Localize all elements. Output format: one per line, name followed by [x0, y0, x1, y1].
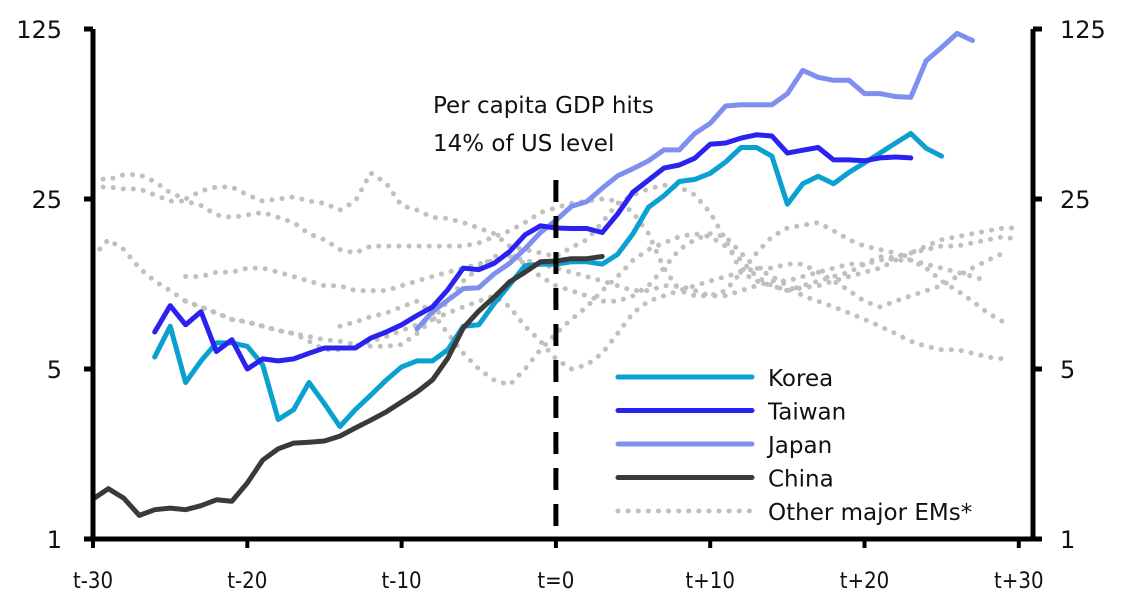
- y-ticks-right: 1 5 25 125: [1033, 16, 1106, 554]
- china-series-line: [90, 254, 605, 518]
- x-tick-label: t-10: [382, 569, 422, 594]
- legend-label-china: China: [768, 467, 834, 493]
- legend-label-other-major-ems: Other major EMs*: [768, 500, 972, 526]
- other-em-series-line-2: [90, 184, 1006, 325]
- y-tick-label-left: 1: [47, 526, 62, 554]
- other-em-series-line-6: [337, 225, 1022, 388]
- legend: Korea Taiwan Japan China Other major EMs*: [615, 366, 972, 526]
- y-tick-label-right: 1: [1060, 526, 1075, 554]
- x-tick-label: t-20: [227, 569, 267, 594]
- legend-label-korea: Korea: [768, 366, 833, 392]
- other-em-series-line-3: [90, 231, 1006, 362]
- y-tick-label-left: 125: [16, 16, 62, 44]
- legend-label-japan: Japan: [766, 433, 832, 459]
- x-tick-label: t-30: [73, 569, 113, 594]
- other-ems-series-group: [90, 169, 1022, 388]
- other-em-series-line-4: [183, 234, 1022, 299]
- other-em-series-line-1: [90, 169, 991, 294]
- annotation-line-2: 14% of US level: [433, 131, 614, 157]
- annotation-line-1: Per capita GDP hits: [433, 93, 654, 119]
- y-ticks-left: 1 5 25 125: [16, 16, 93, 554]
- y-tick-label-left: 5: [47, 356, 62, 384]
- x-tick-label: t+30: [994, 569, 1044, 594]
- y-tick-label-right: 25: [1060, 186, 1091, 214]
- main-series-group: [90, 30, 975, 518]
- x-tick-label: t+10: [685, 569, 735, 594]
- y-tick-label-right: 5: [1060, 356, 1075, 384]
- y-tick-label-right: 125: [1060, 16, 1106, 44]
- x-tick-label: t+20: [840, 569, 890, 594]
- legend-label-taiwan: Taiwan: [767, 400, 846, 426]
- korea-series-line: [152, 131, 945, 429]
- x-ticks: t-30 t-20 t-10 t=0 t+10 t+20 t+30: [73, 539, 1044, 594]
- taiwan-series-line: [152, 132, 914, 372]
- x-tick-label: t=0: [537, 569, 574, 594]
- y-tick-label-left: 25: [31, 186, 62, 214]
- japan-series-line: [414, 30, 975, 332]
